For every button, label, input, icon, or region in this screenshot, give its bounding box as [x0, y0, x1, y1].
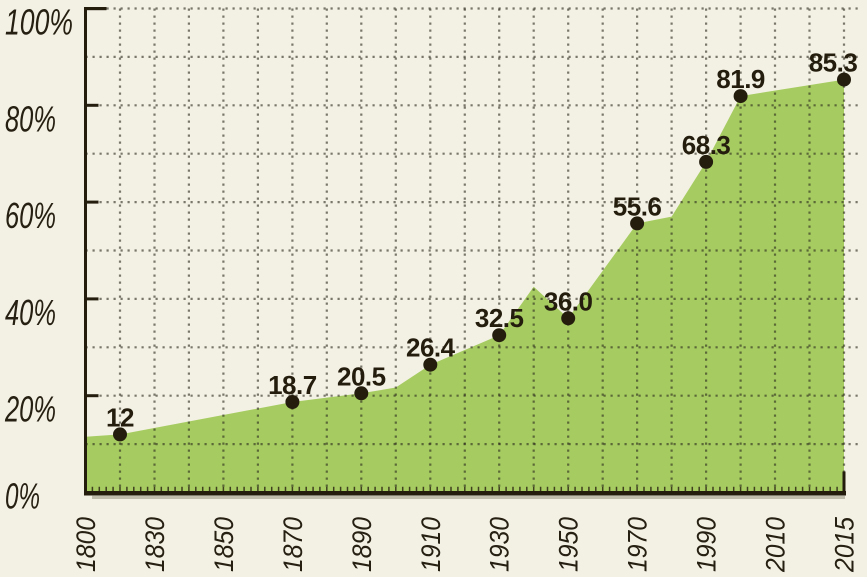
x-axis-tick-label: 1910 [416, 517, 446, 572]
data-point-label: 26.4 [406, 333, 456, 363]
y-axis-tick [85, 394, 99, 398]
data-point-dot [354, 386, 369, 401]
grid [85, 7, 860, 492]
x-axis-tick-label: 2015 [830, 516, 860, 573]
data-point-label: 12 [106, 402, 134, 432]
x-axis-tick-label: 1890 [347, 517, 377, 572]
x-axis-tick-label: 1870 [278, 517, 308, 572]
y-axis-tick [85, 103, 99, 107]
data-point-dot [733, 89, 748, 104]
y-axis-tick-label: 60% [5, 195, 56, 236]
data-point-dot [630, 216, 645, 231]
data-point-dot [423, 357, 438, 372]
x-axis-tick-label: 2010 [761, 517, 791, 573]
data-point-dot [113, 427, 127, 442]
y-axis-tick [85, 297, 99, 301]
y-axis-tick [85, 200, 99, 204]
x-axis-tick-label: 1850 [209, 517, 239, 572]
x-axis-minor-ticks [91, 486, 845, 491]
x-axis-line [84, 491, 846, 496]
data-points: 12 18.7 20.5 26.4 32.5 36.0 55.6 68.3 81.9 85.3 [106, 48, 858, 442]
data-point-label: 81.9 [716, 64, 765, 94]
x-axis-tick-label: 1950 [554, 517, 584, 572]
data-point-label: 20.5 [337, 361, 386, 391]
data-point-label: 55.6 [613, 191, 662, 221]
data-point-label: 85.3 [809, 48, 858, 78]
data-point-dot [561, 311, 576, 326]
y-axis-tick-label: 0% [5, 476, 40, 517]
data-point-label: 18.7 [268, 370, 317, 400]
axis-shadow [92, 495, 845, 499]
y-axis-line [84, 7, 87, 494]
x-axis-tick-label: 1990 [692, 517, 722, 572]
y-axis-labels: 0% 20% 40% 60% 80% 100% [4, 2, 73, 517]
y-axis-tick-label: 80% [5, 98, 56, 139]
data-point-label: 68.3 [682, 130, 731, 160]
data-point-label: 36.0 [544, 286, 593, 316]
x-axis-tick-label: 1970 [623, 517, 653, 572]
x-axis-tick-label: 1830 [140, 517, 170, 572]
y-axis-ticks [85, 7, 107, 398]
data-point-label: 32.5 [475, 303, 524, 333]
data-point-dot [285, 395, 300, 409]
y-axis-tick-label: 100% [5, 2, 73, 43]
y-axis-tick-label: 40% [5, 292, 56, 333]
y-axis-tick-label: 20% [4, 389, 56, 430]
data-point-dot [699, 154, 714, 169]
y-axis-tick [85, 7, 107, 11]
x-axis-labels: 1800 1830 1850 1870 1890 1910 1930 1950 1970 1990… [71, 516, 860, 573]
x-axis-end-tick [842, 471, 846, 493]
data-point-dot [492, 328, 507, 343]
data-point-dot [837, 72, 851, 87]
area-fill [85, 79, 844, 493]
x-axis-tick-label: 1930 [485, 517, 515, 572]
x-axis-tick-label: 1800 [71, 517, 101, 572]
